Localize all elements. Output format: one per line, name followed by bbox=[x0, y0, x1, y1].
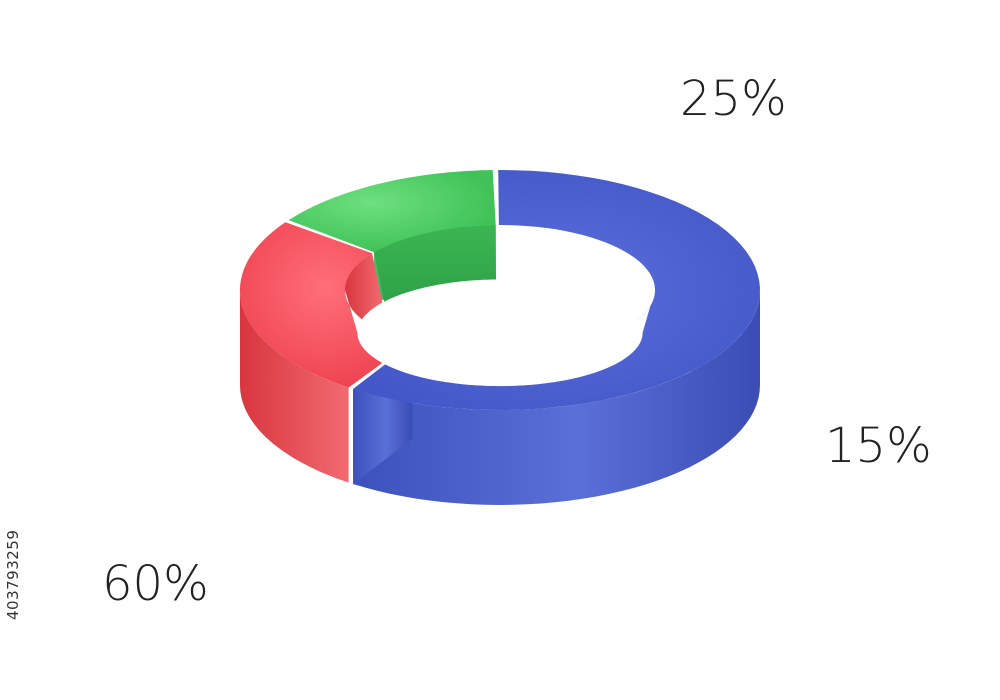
slice-green-top bbox=[288, 170, 496, 253]
slice-green-inner-wall-upper bbox=[374, 225, 496, 302]
stock-id-watermark: 403793259 bbox=[4, 529, 22, 620]
slice-blue-outer-wall bbox=[353, 290, 760, 505]
data-label-slice-green: 15% bbox=[825, 418, 932, 474]
data-label-slice-red: 25% bbox=[680, 71, 787, 127]
data-label-slice-blue: 60% bbox=[102, 556, 209, 612]
slice-red-outer-wall bbox=[240, 290, 349, 483]
slice-blue-top bbox=[353, 170, 760, 410]
donut-hole-rim bbox=[345, 290, 655, 387]
